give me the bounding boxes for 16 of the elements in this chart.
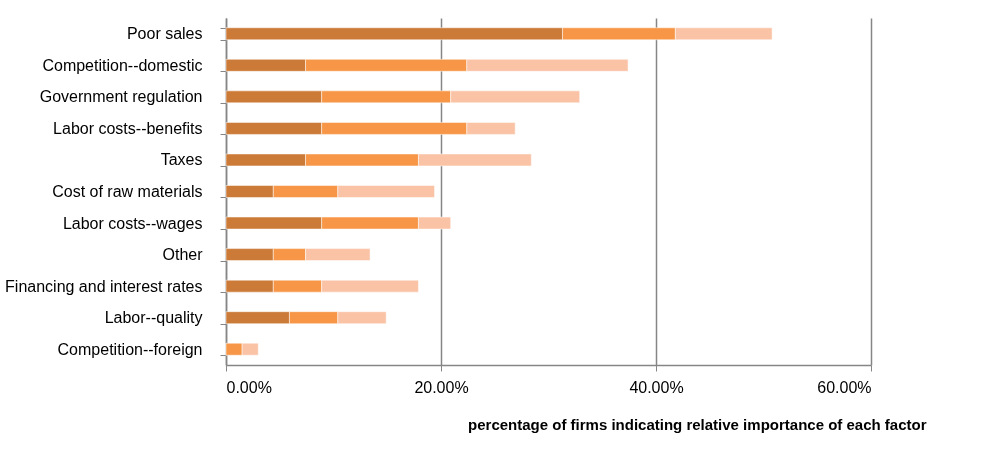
y-tick-label: Labor costs--benefits: [53, 119, 203, 137]
y-tick-label: Cost of raw materials: [52, 183, 203, 200]
y-tick-label: Competition--domestic: [42, 56, 203, 74]
x-tick-label: 40.00%: [629, 378, 684, 396]
y-tick-label: Financing and interest rates: [5, 277, 203, 295]
x-tick-label: 20.00%: [414, 378, 469, 396]
y-tick-label: Competition--foreign: [57, 340, 203, 358]
y-tick-label: Poor sales: [126, 25, 203, 43]
y-tick-label: Labor costs--wages: [62, 214, 203, 232]
y-tick-label: Government regulation: [39, 88, 203, 106]
y-tick-label: Labor--quality: [104, 309, 203, 327]
x-tick-label: 0.00%: [226, 378, 272, 396]
y-tick-label: Other: [162, 246, 204, 264]
y-tick-label: Taxes: [160, 151, 203, 169]
x-tick-label: 60.00%: [817, 378, 872, 396]
x-axis-title: percentage of firms indicating relative importance of each factor: [468, 415, 927, 433]
